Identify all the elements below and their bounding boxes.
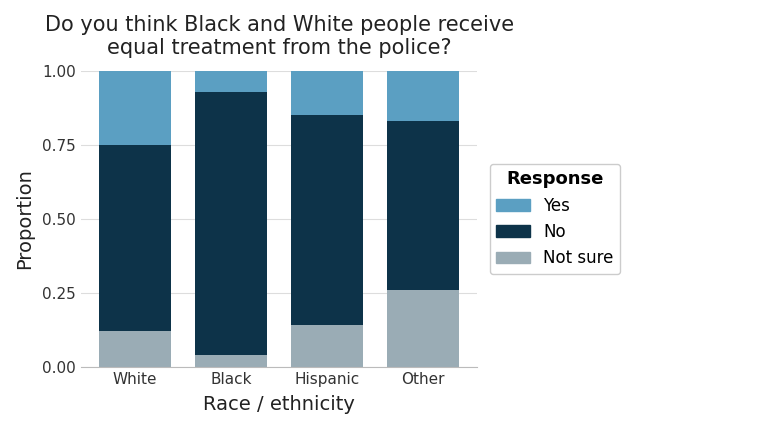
- Bar: [195, 71, 267, 91]
- Title: Do you think Black and White people receive
equal treatment from the police?: Do you think Black and White people rece…: [44, 15, 514, 58]
- Bar: [387, 71, 459, 121]
- Bar: [291, 115, 364, 325]
- Bar: [291, 71, 364, 115]
- X-axis label: Race / ethnicity: Race / ethnicity: [204, 395, 355, 414]
- Bar: [387, 290, 459, 367]
- Bar: [291, 325, 364, 367]
- Bar: [195, 355, 267, 367]
- Y-axis label: Proportion: Proportion: [15, 169, 34, 269]
- Bar: [99, 71, 171, 145]
- Bar: [387, 121, 459, 290]
- Bar: [99, 331, 171, 367]
- Bar: [195, 91, 267, 355]
- Legend: Yes, No, Not sure: Yes, No, Not sure: [490, 164, 620, 274]
- Bar: [99, 145, 171, 331]
